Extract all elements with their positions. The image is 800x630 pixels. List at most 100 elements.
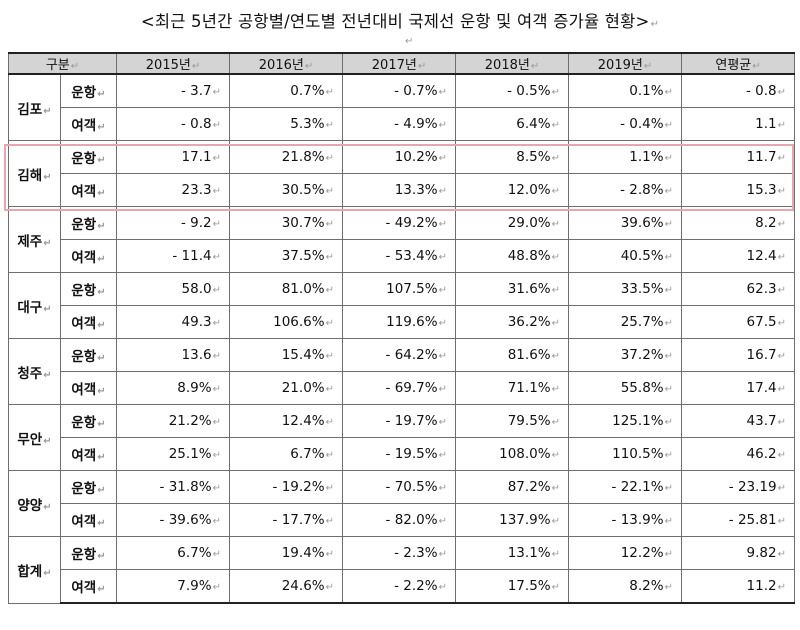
return-mark-icon: ↵: [97, 518, 106, 529]
return-mark-icon: ↵: [438, 153, 447, 164]
average-cell: 9.82↵: [681, 536, 795, 570]
row-type: 여객↵: [60, 305, 117, 339]
value-cell: 49.3↵: [116, 305, 230, 339]
return-mark-icon: ↵: [777, 219, 786, 230]
return-mark-icon: ↵: [777, 87, 786, 98]
average-cell: 62.3↵: [681, 272, 795, 306]
return-mark-icon: ↵: [438, 120, 447, 131]
return-mark-icon: ↵: [97, 221, 106, 232]
value-cell: 33.5%↵: [568, 272, 682, 306]
value-cell: 125.1%↵: [568, 404, 682, 438]
return-mark-icon: ↵: [664, 351, 673, 362]
value-cell: - 9.2↵: [116, 206, 230, 240]
value-cell: - 49.2%↵: [342, 206, 456, 240]
value-cell: 81.0%↵: [229, 272, 343, 306]
return-mark-icon: ↵: [551, 351, 560, 362]
return-mark-icon: ↵: [212, 582, 221, 593]
row-type: 운항↵: [60, 404, 117, 438]
return-mark-icon: ↵: [325, 549, 334, 560]
return-mark-icon: ↵: [664, 417, 673, 428]
row-type: 운항↵: [60, 140, 117, 174]
return-mark-icon: ↵: [438, 516, 447, 527]
return-mark-icon: ↵: [97, 353, 106, 364]
table-row: 여객↵ 8.9%↵ 21.0%↵ - 69.7%↵ 71.1%↵ 55.8%↵ 17.4↵: [9, 371, 795, 405]
value-cell: 6.4%↵: [455, 107, 569, 141]
return-mark-icon: ↵: [212, 417, 221, 428]
value-cell: - 2.3%↵: [342, 536, 456, 570]
value-cell: 7.9%↵: [116, 569, 230, 604]
return-mark-icon: ↵: [212, 384, 221, 395]
header-year: 2016년↵: [229, 52, 343, 75]
return-mark-icon: ↵: [777, 351, 786, 362]
value-cell: 30.7%↵: [229, 206, 343, 240]
value-cell: 21.2%↵: [116, 404, 230, 438]
return-mark-icon: ↵: [43, 105, 52, 117]
airport-name: 합계↵: [8, 536, 61, 604]
return-mark-icon: ↵: [777, 549, 786, 560]
value-cell: 1.1%↵: [568, 140, 682, 174]
value-cell: 0.7%↵: [229, 73, 343, 108]
return-mark-icon: ↵: [777, 450, 786, 461]
return-mark-icon: ↵: [664, 252, 673, 263]
airport-name: 제주↵: [8, 206, 61, 273]
return-mark-icon: ↵: [664, 87, 673, 98]
value-cell: 19.4%↵: [229, 536, 343, 570]
return-mark-icon: ↵: [438, 87, 447, 98]
value-cell: - 0.7%↵: [342, 73, 456, 108]
table-row: 대구↵ 운항↵ 58.0↵ 81.0%↵ 107.5%↵ 31.6%↵ 33.5%↵ 62.3…: [8, 272, 795, 339]
return-mark-icon: ↵: [551, 549, 560, 560]
row-type: 운항↵: [60, 272, 117, 306]
value-cell: 13.6↵: [116, 338, 230, 372]
value-cell: - 82.0%↵: [342, 503, 456, 537]
return-mark-icon: ↵: [551, 384, 560, 395]
airport-name: 양양↵: [8, 470, 61, 537]
value-cell: - 13.9%↵: [568, 503, 682, 537]
value-cell: 12.0%↵: [455, 173, 569, 207]
header-year: 2019년↵: [568, 52, 682, 75]
value-cell: - 69.7%↵: [342, 371, 456, 405]
value-cell: 71.1%↵: [455, 371, 569, 405]
return-mark-icon: ↵: [664, 318, 673, 329]
value-cell: 5.3%↵: [229, 107, 343, 141]
return-mark-icon: ↵: [438, 450, 447, 461]
row-type: 운항↵: [60, 206, 117, 240]
return-mark-icon: ↵: [438, 582, 447, 593]
value-cell: 119.6%↵: [342, 305, 456, 339]
return-mark-icon: ↵: [325, 483, 334, 494]
value-cell: 8.5%↵: [455, 140, 569, 174]
return-mark-icon: ↵: [551, 87, 560, 98]
value-cell: 10.2%↵: [342, 140, 456, 174]
average-cell: 15.3↵: [681, 173, 795, 207]
return-mark-icon: ↵: [97, 287, 106, 298]
average-cell: 16.7↵: [681, 338, 795, 372]
value-cell: 87.2%↵: [455, 470, 569, 504]
value-cell: 110.5%↵: [568, 437, 682, 471]
average-cell: - 0.8↵: [681, 73, 795, 108]
average-cell: 67.5↵: [681, 305, 795, 339]
return-mark-icon: ↵: [438, 186, 447, 197]
return-mark-icon: ↵: [438, 549, 447, 560]
return-mark-icon: ↵: [325, 252, 334, 263]
average-cell: 8.2↵: [681, 206, 795, 240]
return-mark-icon: ↵: [405, 36, 414, 47]
return-mark-icon: ↵: [551, 516, 560, 527]
value-cell: - 53.4%↵: [342, 239, 456, 273]
return-mark-icon: ↵: [438, 318, 447, 329]
value-cell: 37.2%↵: [568, 338, 682, 372]
return-mark-icon: ↵: [212, 351, 221, 362]
return-mark-icon: ↵: [650, 19, 660, 30]
table-row: 청주↵ 운항↵ 13.6↵ 15.4%↵ - 64.2%↵ 81.6%↵ 37.2%↵ 16.…: [8, 338, 795, 405]
table-row: 무안↵ 운항↵ 21.2%↵ 12.4%↵ - 19.7%↵ 79.5%↵ 125.1%↵ 4…: [8, 404, 795, 471]
table-row: 여객↵ 25.1%↵ 6.7%↵ - 19.5%↵ 108.0%↵ 110.5%↵ 46.2…: [9, 437, 795, 471]
value-cell: 106.6%↵: [229, 305, 343, 339]
return-mark-icon: ↵: [664, 582, 673, 593]
table-row: 제주↵ 운항↵ - 9.2↵ 30.7%↵ - 49.2%↵ 29.0%↵ 39.6%↵ 8.…: [8, 206, 795, 273]
row-type: 여객↵: [60, 569, 117, 604]
return-mark-icon: ↵: [325, 318, 334, 329]
return-mark-icon: ↵: [664, 219, 673, 230]
value-cell: 79.5%↵: [455, 404, 569, 438]
value-cell: 137.9%↵: [455, 503, 569, 537]
return-mark-icon: ↵: [97, 419, 106, 430]
table-body: 김포↵ 운항↵ - 3.7↵ 0.7%↵ - 0.7%↵ - 0.5%↵ 0.1%↵ - 0.…: [8, 73, 795, 604]
value-cell: 23.3↵: [116, 173, 230, 207]
